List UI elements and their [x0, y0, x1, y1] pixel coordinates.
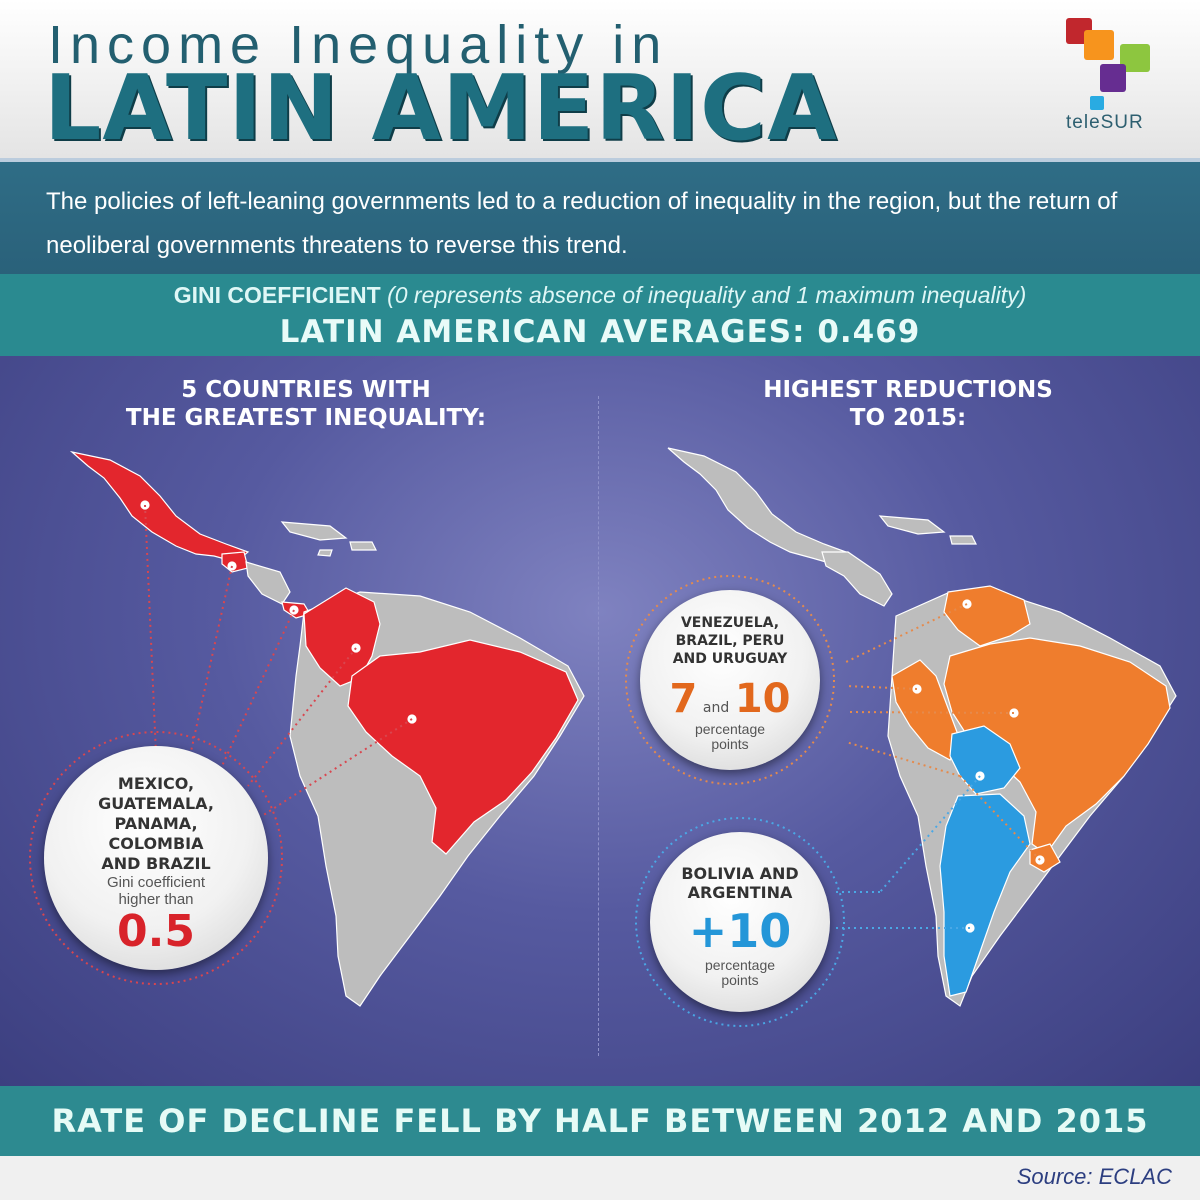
country-label: VENEZUELA, — [680, 615, 780, 631]
right-top-bubble: VENEZUELA, BRAZIL, PERU AND URUGUAY 7 an… — [640, 590, 820, 770]
left-bubble-desc: Gini coefficient higher than — [44, 874, 268, 908]
telesur-logo — [1066, 18, 1150, 110]
right-bottom-value: +10 — [688, 904, 792, 958]
left-bubble-ring — [29, 731, 283, 985]
gini-label: GINI COEFFICIENT (0 represents absence o… — [0, 282, 1200, 309]
country-label: PANAMA, — [114, 814, 198, 833]
left-brazil — [347, 639, 579, 855]
left-panel-title: 5 COUNTRIES WITH THE GREATEST INEQUALITY… — [76, 376, 536, 432]
right-map — [625, 447, 1177, 1027]
right-caribbean-hispaniola — [949, 535, 977, 545]
source-credit: Source: ECLAC — [1016, 1164, 1172, 1189]
maps — [29, 447, 1177, 1027]
value-joiner: and — [702, 700, 730, 716]
left-bubble-value: 0.5 — [117, 906, 195, 957]
right-bottom-desc-line1: percentage — [704, 957, 776, 973]
subtitle: The policies of left-leaning governments… — [46, 188, 1118, 259]
panel-divider — [598, 396, 599, 1056]
country-label: BRAZIL, PERU — [675, 633, 785, 649]
country-label: GUATEMALA, — [98, 794, 214, 813]
right-bottom-desc: percentage points — [650, 958, 830, 988]
latin-american-average: LATIN AMERICAN AVERAGES: 0.469 — [279, 314, 921, 350]
right-panel-title: HIGHEST REDUCTIONS TO 2015: — [678, 376, 1138, 432]
right-bolivia — [949, 725, 1021, 795]
right-connectors-blue — [834, 775, 981, 929]
left-desc-line1: Gini coefficient — [106, 874, 206, 891]
value-b: 10 — [734, 676, 791, 722]
right-argentina — [939, 793, 1031, 997]
country-label: BOLIVIA AND — [681, 864, 799, 883]
subtitle-band: The policies of left-leaning governments… — [0, 158, 1200, 274]
value-a: 7 — [669, 676, 698, 722]
left-caribbean-jamaica — [317, 549, 333, 557]
right-connectors-orange — [845, 603, 1041, 861]
left-bubble-countries: MEXICO, GUATEMALA, PANAMA, COLOMBIA AND … — [44, 774, 268, 874]
logo-text: teleSUR — [1066, 112, 1144, 133]
page-title: LATIN AMERICA — [44, 56, 838, 161]
map-area: 5 COUNTRIES WITH THE GREATEST INEQUALITY… — [0, 356, 1200, 1086]
country-label: MEXICO, — [117, 774, 195, 793]
right-top-desc-line2: points — [711, 736, 749, 752]
right-mexico — [667, 447, 847, 567]
right-central-america — [821, 551, 893, 607]
right-bottom-desc-line2: points — [721, 972, 759, 988]
left-central-america-gray — [245, 561, 291, 605]
gini-band: GINI COEFFICIENT (0 represents absence o… — [0, 274, 1200, 356]
right-title-line2: TO 2015: — [849, 405, 967, 431]
right-top-ring — [625, 575, 835, 785]
country-label: ARGENTINA — [687, 883, 793, 902]
left-caribbean-cuba — [280, 521, 348, 541]
left-caribbean-hispaniola — [349, 541, 377, 551]
right-bottom-countries: BOLIVIA AND ARGENTINA — [650, 864, 830, 902]
gini-label-title: GINI COEFFICIENT — [173, 282, 381, 308]
left-bubble: MEXICO, GUATEMALA, PANAMA, COLOMBIA AND … — [44, 746, 268, 970]
country-label: COLOMBIA — [108, 834, 204, 853]
left-title-line1: 5 COUNTRIES WITH — [181, 377, 431, 403]
left-title-line2: THE GREATEST INEQUALITY: — [125, 405, 487, 431]
right-top-values: 7 and 10 — [640, 676, 820, 722]
country-label: AND URUGUAY — [672, 651, 788, 667]
right-bottom-ring — [635, 817, 845, 1027]
footer-band: RATE OF DECLINE FELL BY HALF BETWEEN 201… — [0, 1086, 1200, 1156]
right-uruguay — [1029, 843, 1061, 873]
right-caribbean-cuba — [878, 515, 946, 535]
left-mexico — [69, 450, 250, 563]
right-top-desc: percentage points — [640, 722, 820, 752]
left-desc-line2: higher than — [118, 891, 194, 908]
left-map — [29, 450, 585, 1007]
right-bottom-bubble: BOLIVIA AND ARGENTINA +10 percentage poi… — [650, 832, 830, 1012]
right-top-countries: VENEZUELA, BRAZIL, PERU AND URUGUAY — [640, 614, 820, 668]
right-top-desc-line1: percentage — [694, 721, 766, 737]
gini-label-note: (0 represents absence of inequality and … — [387, 282, 1027, 308]
left-connectors — [144, 504, 413, 817]
header: Income Inequality in LATIN AMERICA teleS… — [0, 0, 1200, 158]
right-title-line1: HIGHEST REDUCTIONS — [763, 377, 1053, 403]
title-line1: Income Inequality in — [48, 15, 669, 75]
footer-headline: RATE OF DECLINE FELL BY HALF BETWEEN 201… — [51, 1102, 1149, 1140]
country-label: AND BRAZIL — [101, 854, 211, 873]
